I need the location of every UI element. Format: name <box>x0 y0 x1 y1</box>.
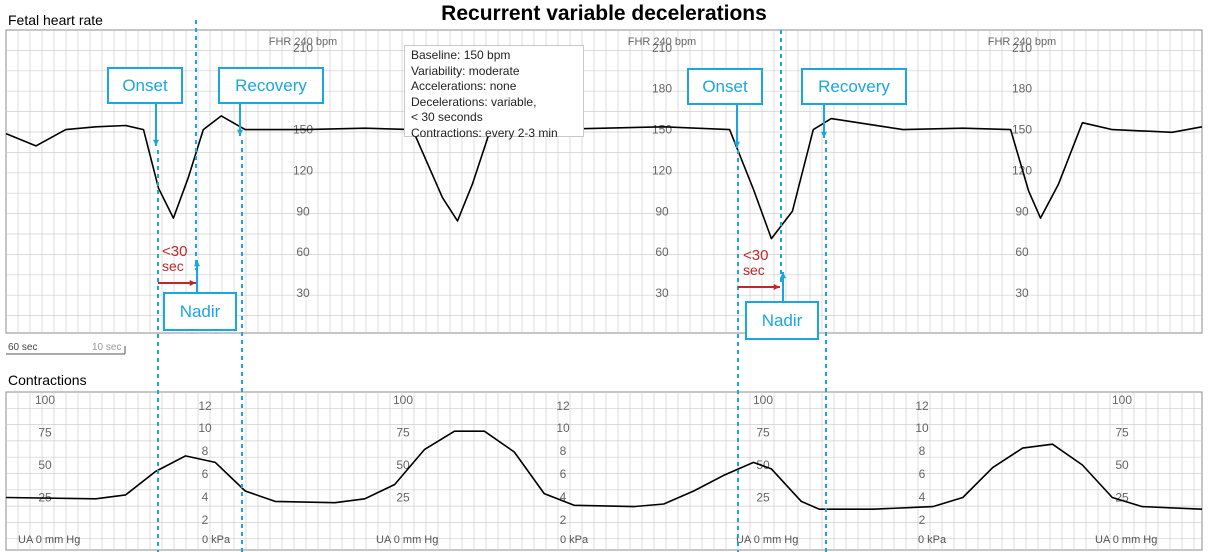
summary-box: Baseline: 150 bpm Variability: moderate … <box>404 45 584 140</box>
recovery-callout: Recovery <box>218 67 324 104</box>
ua-tick-label: 50 <box>38 458 52 472</box>
contraction-trace <box>5 430 1203 510</box>
ua-tick-label: 50 <box>756 458 770 472</box>
onset-callout: Onset <box>687 68 763 105</box>
ua-tick-label: 75 <box>396 426 410 440</box>
fhr-tick-label: 150 <box>652 123 672 137</box>
onset-arrow-head <box>733 141 741 148</box>
fhr-tick-label: 90 <box>296 204 310 218</box>
duration-label: <30 sec <box>743 247 769 278</box>
summary-line: Baseline: 150 bpm <box>411 48 511 62</box>
ua-tick-label: 75 <box>1115 426 1129 440</box>
ua-footer-label: UA 0 mm Hg <box>1095 534 1157 546</box>
duration-label: <30 sec <box>162 243 188 274</box>
summary-line: Variability: moderate <box>411 63 520 78</box>
fhr-tick-label: 30 <box>1015 286 1029 300</box>
ua-tick-label: 75 <box>38 426 52 440</box>
ua-footer-label: UA 0 mm Hg <box>376 534 438 546</box>
fhr-scale-header: FHR 240 bpm <box>269 36 337 48</box>
recovery-arrow-head <box>236 129 244 136</box>
time-scale-major-label: 60 sec <box>8 342 37 353</box>
kpa-tick-label: 6 <box>919 467 926 481</box>
ua-footer-label: UA 0 mm Hg <box>18 534 80 546</box>
kpa-tick-label: 6 <box>202 467 209 481</box>
duration-arrow-head <box>773 283 780 291</box>
fhr-tick-label: 60 <box>655 245 669 259</box>
ua-tick-label: 25 <box>756 491 770 505</box>
ua-panel-label: Contractions <box>8 372 87 388</box>
kpa-tick-label: 10 <box>198 421 212 435</box>
time-scale-minor-label: 10 sec <box>92 342 121 353</box>
kpa-footer-label: 0 kPa <box>560 534 589 546</box>
duration-arrow-head <box>189 279 196 287</box>
fhr-tick-label: 30 <box>296 286 310 300</box>
onset-callout: Onset <box>107 67 183 104</box>
ua-tick-label: 25 <box>396 491 410 505</box>
ua-tick-label: 50 <box>396 458 410 472</box>
onset-arrow-head <box>152 139 160 146</box>
fhr-tick-label: 120 <box>652 163 672 177</box>
recovery-arrow-head <box>820 131 828 138</box>
summary-line: Decelerations: variable, <box>411 94 537 109</box>
kpa-tick-label: 2 <box>202 513 209 527</box>
summary-line: < 30 seconds <box>411 110 483 124</box>
kpa-tick-label: 2 <box>919 513 926 527</box>
kpa-tick-label: 12 <box>556 399 570 413</box>
kpa-tick-label: 10 <box>915 421 929 435</box>
kpa-tick-label: 8 <box>202 444 209 458</box>
ua-tick-label: 100 <box>35 393 55 407</box>
fhr-scale-header: FHR 240 bpm <box>628 36 696 48</box>
fhr-tick-label: 210 <box>1012 41 1032 55</box>
ua-footer-label: UA 0 mm Hg <box>736 534 798 546</box>
ua-grid-frame <box>5 391 1203 551</box>
kpa-tick-label: 12 <box>915 399 929 413</box>
fhr-tick-label: 120 <box>293 163 313 177</box>
nadir-arrow-head <box>193 260 201 267</box>
kpa-footer-label: 0 kPa <box>202 534 231 546</box>
fhr-tick-label: 210 <box>652 41 672 55</box>
ua-tick-label: 100 <box>1112 393 1132 407</box>
kpa-tick-label: 2 <box>560 513 567 527</box>
chart-title: Recurrent variable decelerations <box>441 2 767 25</box>
fhr-tick-label: 90 <box>655 204 669 218</box>
kpa-footer-label: 0 kPa <box>918 534 947 546</box>
nadir-callout: Nadir <box>163 292 237 331</box>
fhr-tick-label: 90 <box>1015 204 1029 218</box>
nadir-arrow-head <box>779 272 787 279</box>
ua-tick-label: 100 <box>753 393 773 407</box>
kpa-tick-label: 4 <box>202 490 209 504</box>
fhr-tick-label: 180 <box>652 82 672 96</box>
kpa-tick-label: 4 <box>560 490 567 504</box>
fhr-tick-label: 60 <box>1015 245 1029 259</box>
kpa-tick-label: 8 <box>560 444 567 458</box>
summary-line: Contractions: every 2-3 min <box>411 125 558 140</box>
duration-unit: sec <box>743 262 765 278</box>
kpa-tick-label: 4 <box>919 490 926 504</box>
fhr-tick-label: 210 <box>293 41 313 55</box>
ua-tick-label: 75 <box>756 426 770 440</box>
ua-tick-label: 100 <box>393 393 413 407</box>
fhr-tick-label: 150 <box>1012 123 1032 137</box>
kpa-tick-label: 10 <box>556 421 570 435</box>
fhr-grid-frame <box>5 29 1203 334</box>
duration-value: <30 <box>743 247 769 264</box>
kpa-tick-label: 12 <box>198 399 212 413</box>
fhr-tick-label: 30 <box>655 286 669 300</box>
fhr-scale-header: FHR 240 bpm <box>988 36 1056 48</box>
kpa-tick-label: 8 <box>919 444 926 458</box>
kpa-tick-label: 6 <box>560 467 567 481</box>
fhr-tick-label: 180 <box>1012 82 1032 96</box>
duration-value: <30 <box>162 243 188 260</box>
recovery-callout: Recovery <box>801 68 907 105</box>
nadir-callout: Nadir <box>745 301 819 340</box>
fhr-tick-label: 60 <box>296 245 310 259</box>
duration-unit: sec <box>162 258 184 274</box>
fhr-panel-label: Fetal heart rate <box>8 12 103 28</box>
summary-line: Accelerations: none <box>411 79 517 93</box>
ua-tick-label: 50 <box>1115 458 1129 472</box>
